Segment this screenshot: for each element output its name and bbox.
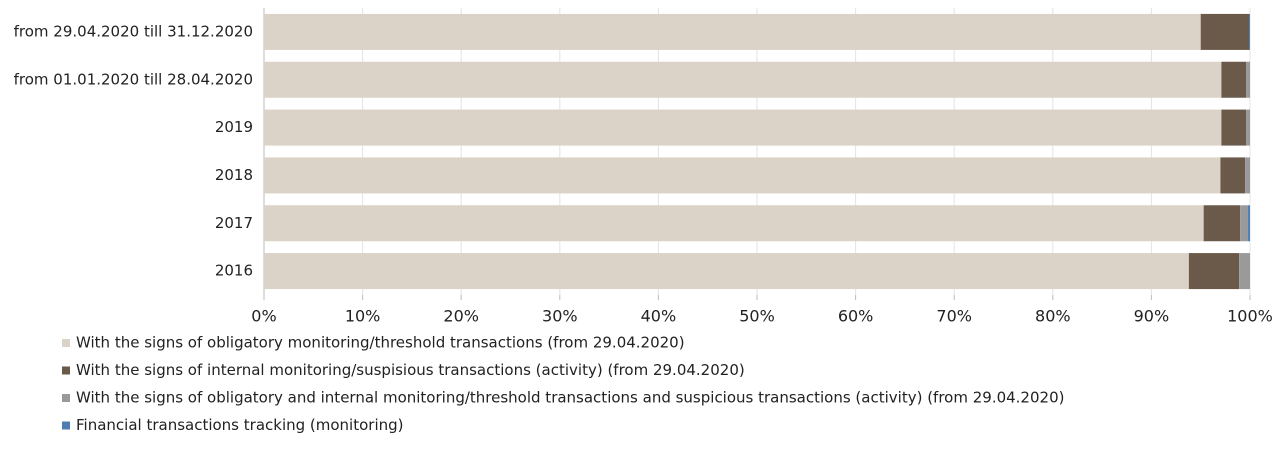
bar-segment bbox=[264, 157, 1221, 194]
x-tick-label: 50% bbox=[739, 307, 775, 326]
bar-segment bbox=[1220, 157, 1246, 194]
bar-segment bbox=[264, 205, 1204, 242]
x-tick-label: 40% bbox=[641, 307, 677, 326]
x-tick-label: 30% bbox=[542, 307, 578, 326]
y-tick-label: 2019 bbox=[215, 118, 253, 136]
bar-segment bbox=[264, 61, 1222, 98]
legend-label: With the signs of obligatory and interna… bbox=[76, 389, 1064, 407]
legend-swatch bbox=[62, 394, 70, 402]
x-tick-label: 10% bbox=[345, 307, 381, 326]
legend-label: With the signs of internal monitoring/su… bbox=[76, 361, 745, 379]
bar-segment bbox=[1249, 13, 1250, 50]
bar-segment bbox=[1200, 13, 1250, 50]
x-tick-label: 80% bbox=[1035, 307, 1071, 326]
bar-segment bbox=[1239, 253, 1250, 290]
legend-swatch bbox=[62, 421, 70, 430]
bar-segment bbox=[264, 253, 1189, 290]
x-tick-label: 0% bbox=[251, 307, 276, 326]
legend-label: Financial transactions tracking (monitor… bbox=[76, 416, 404, 434]
x-tick-label: 90% bbox=[1134, 307, 1170, 326]
x-tick-label: 70% bbox=[936, 307, 972, 326]
bar-segment bbox=[264, 13, 1201, 50]
legend-swatch bbox=[62, 339, 70, 347]
x-tick-label: 20% bbox=[443, 307, 479, 326]
y-tick-label: 2018 bbox=[215, 166, 253, 184]
y-tick-label: 2017 bbox=[215, 214, 253, 232]
bar-segment bbox=[1248, 205, 1250, 242]
bar-segment bbox=[1246, 109, 1250, 146]
bar-segment bbox=[1188, 253, 1240, 290]
bar-segment bbox=[1203, 205, 1241, 242]
bar-segment bbox=[1221, 61, 1247, 98]
bar-segment bbox=[264, 109, 1222, 146]
bar-segment bbox=[1221, 109, 1247, 146]
x-tick-label: 100% bbox=[1227, 307, 1273, 326]
bar-segment bbox=[1245, 157, 1250, 194]
y-tick-label: 2016 bbox=[215, 262, 253, 280]
legend-label: With the signs of obligatory monitoring/… bbox=[76, 334, 685, 352]
bar-segment bbox=[1240, 205, 1249, 242]
x-tick-label: 60% bbox=[838, 307, 874, 326]
y-tick-label: from 01.01.2020 till 28.04.2020 bbox=[14, 70, 253, 88]
bar-segment bbox=[1246, 61, 1250, 98]
legend-swatch bbox=[62, 366, 70, 375]
y-tick-label: from 29.04.2020 till 31.12.2020 bbox=[14, 22, 253, 40]
